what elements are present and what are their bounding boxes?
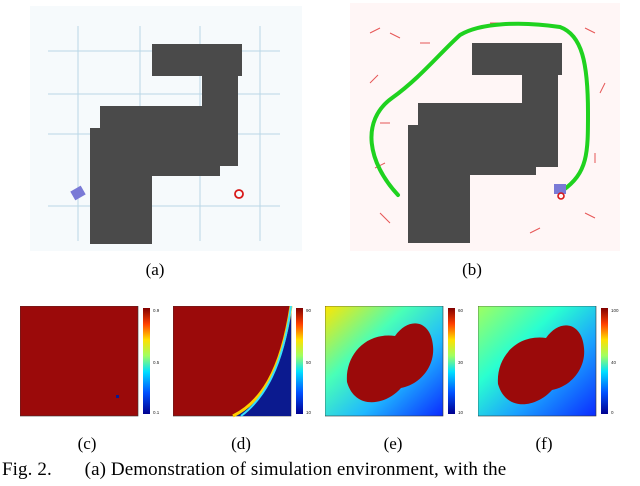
robot-icon	[70, 185, 86, 201]
subfigure-d: 90 50 10	[173, 306, 318, 418]
svg-text:90: 90	[306, 308, 312, 313]
svg-text:0.9: 0.9	[153, 308, 160, 313]
obstacle-b	[408, 43, 562, 243]
svg-text:0.1: 0.1	[153, 410, 160, 415]
colorbar-d	[296, 308, 303, 414]
svg-text:10: 10	[458, 410, 464, 415]
colorbar-e	[448, 308, 455, 414]
subfigure-f: 100 40 0	[478, 306, 623, 418]
svg-text:40: 40	[611, 360, 617, 365]
colorbar-c	[143, 308, 150, 414]
heatmap-f: 100 40 0	[478, 306, 619, 417]
robot-icon	[554, 184, 566, 194]
subfigure-label-f: (f)	[535, 434, 553, 453]
subfigure-label-e: (e)	[383, 434, 403, 453]
subfigure-label-c: (c)	[77, 434, 97, 453]
svg-text:10: 10	[306, 410, 312, 415]
subfigure-b	[350, 3, 620, 251]
subfigure-label-a: (a)	[145, 260, 165, 279]
heatmap-c: 0.9 0.5 0.1	[20, 306, 160, 417]
figure-number: Fig. 2.	[2, 459, 52, 480]
svg-text:100: 100	[611, 308, 619, 313]
obstacle-a	[90, 44, 242, 244]
planned-path-line	[369, 21, 591, 197]
caption-text: (a) Demonstration of simulation environm…	[84, 459, 507, 480]
svg-text:50: 50	[306, 360, 312, 365]
colorbar-f	[601, 308, 608, 414]
heatmap-e: 60 30 10	[325, 306, 464, 417]
subfigure-label-b: (b)	[462, 260, 482, 279]
svg-text:0: 0	[611, 410, 614, 415]
goal-marker-icon	[557, 192, 565, 200]
heatmap-d: 90 50 10	[173, 306, 312, 418]
svg-text:30: 30	[458, 360, 464, 365]
svg-text:60: 60	[458, 308, 464, 313]
simulation-environment-field	[350, 3, 620, 251]
figure-caption: Fig. 2. (a) Demonstration of simulation …	[2, 459, 638, 481]
subfigure-c: 0.9 0.5 0.1	[20, 306, 165, 418]
svg-text:0.5: 0.5	[153, 360, 160, 365]
simulation-environment-plain	[30, 6, 302, 251]
goal-marker-icon	[234, 189, 244, 199]
subfigure-e: 60 30 10	[325, 306, 470, 418]
subfigure-a	[30, 6, 302, 251]
subfigure-label-d: (d)	[231, 434, 251, 453]
